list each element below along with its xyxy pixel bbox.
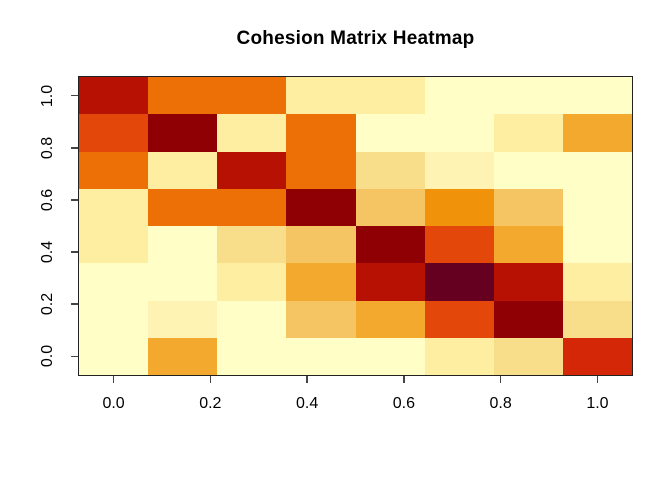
heatmap-cell	[148, 226, 218, 264]
heatmap-cell	[217, 114, 287, 152]
heatmap-cell	[355, 300, 425, 338]
heatmap-cell	[79, 263, 149, 301]
heatmap-cell	[79, 151, 149, 189]
heatmap-cell	[424, 300, 494, 338]
heatmap-cell	[79, 188, 149, 226]
heatmap-cell	[493, 151, 563, 189]
heatmap-cell	[148, 300, 218, 338]
x-axis-tick	[306, 376, 308, 383]
heatmap-cell	[493, 77, 563, 115]
y-axis-tick-label: 0.8	[39, 136, 56, 159]
heatmap-cell	[562, 337, 632, 375]
heatmap-cell	[562, 263, 632, 301]
x-axis-tick-label: 0.2	[199, 395, 222, 412]
heatmap-cell	[562, 77, 632, 115]
y-axis-tick-label: 0.4	[39, 240, 56, 264]
heatmap-cell	[286, 151, 356, 189]
heatmap-cell	[424, 226, 494, 264]
heatmap-cell	[493, 300, 563, 338]
heatmap-cell	[148, 151, 218, 189]
y-axis-tick	[71, 303, 78, 305]
heatmap-cell	[562, 114, 632, 152]
heatmap-cell	[79, 114, 149, 152]
heatmap-cell	[562, 151, 632, 189]
heatmap-cell	[493, 114, 563, 152]
heatmap-cell	[148, 263, 218, 301]
heatmap-cell	[562, 300, 632, 338]
heatmap-cell	[493, 226, 563, 264]
x-axis-tick	[112, 376, 115, 383]
x-axis-tick	[209, 376, 212, 383]
y-axis-tick-label: 0.2	[39, 293, 56, 316]
heatmap-cell	[286, 263, 356, 301]
y-axis-tick	[71, 355, 78, 358]
heatmap-cell	[355, 337, 425, 375]
y-axis-tick-label: 0.6	[39, 188, 56, 212]
x-axis-tick	[403, 376, 405, 383]
heatmap-cell	[424, 151, 494, 189]
heatmap-cell	[424, 77, 494, 115]
plot-border	[78, 76, 633, 376]
heatmap-cell	[424, 337, 494, 375]
heatmap-cell	[286, 300, 356, 338]
heatmap-cell	[286, 114, 356, 152]
heatmap-cell	[355, 188, 425, 226]
y-axis-tick	[71, 94, 78, 97]
heatmap-cell	[562, 226, 632, 264]
heatmap-cell	[562, 188, 632, 226]
heatmap-cell	[424, 263, 494, 301]
y-axis-tick-label: 0.0	[39, 345, 56, 368]
x-axis-tick-label: 0.6	[392, 395, 415, 412]
y-axis-tick	[71, 251, 78, 253]
heatmap-cell	[148, 188, 218, 226]
x-axis-tick-label: 1.0	[586, 395, 609, 412]
heatmap-cell	[217, 226, 287, 264]
heatmap-cell	[355, 151, 425, 189]
x-axis-tick-label: 0.8	[489, 395, 512, 412]
heatmap-cell	[355, 114, 425, 152]
y-axis-tick-label: 1.0	[39, 84, 56, 107]
x-axis-tick	[499, 376, 502, 383]
heatmap-cell	[355, 226, 425, 264]
x-axis-tick-label: 0.0	[102, 395, 125, 412]
heatmap-cell	[217, 300, 287, 338]
x-axis-tick	[596, 376, 599, 383]
heatmap-cell	[79, 226, 149, 264]
heatmap-cell	[355, 263, 425, 301]
heatmap-cell	[286, 77, 356, 115]
heatmap-cell	[148, 114, 218, 152]
heatmap-cell	[286, 226, 356, 264]
heatmap-cell	[217, 151, 287, 189]
heatmap-cell	[424, 188, 494, 226]
heatmap-cell	[217, 337, 287, 375]
heatmap-cell	[217, 188, 287, 226]
y-axis-tick	[71, 199, 78, 201]
heatmap-cell	[79, 337, 149, 375]
heatmap-cell	[217, 77, 287, 115]
heatmap-cell	[286, 337, 356, 375]
heatmap-cell	[286, 188, 356, 226]
heatmap-cell	[493, 188, 563, 226]
heatmap-cell	[493, 263, 563, 301]
heatmap-cell	[217, 263, 287, 301]
chart-title: Cohesion Matrix Heatmap	[236, 28, 475, 49]
heatmap-cell	[493, 337, 563, 375]
x-axis-tick-label: 0.4	[295, 395, 319, 412]
heatmap-grid	[79, 77, 632, 375]
heatmap-cell	[79, 300, 149, 338]
heatmap-cell	[79, 77, 149, 115]
heatmap-cell	[148, 337, 218, 375]
heatmap-cell	[355, 77, 425, 115]
y-axis-tick	[71, 147, 78, 149]
heatmap-cell	[148, 77, 218, 115]
heatmap-cell	[424, 114, 494, 152]
